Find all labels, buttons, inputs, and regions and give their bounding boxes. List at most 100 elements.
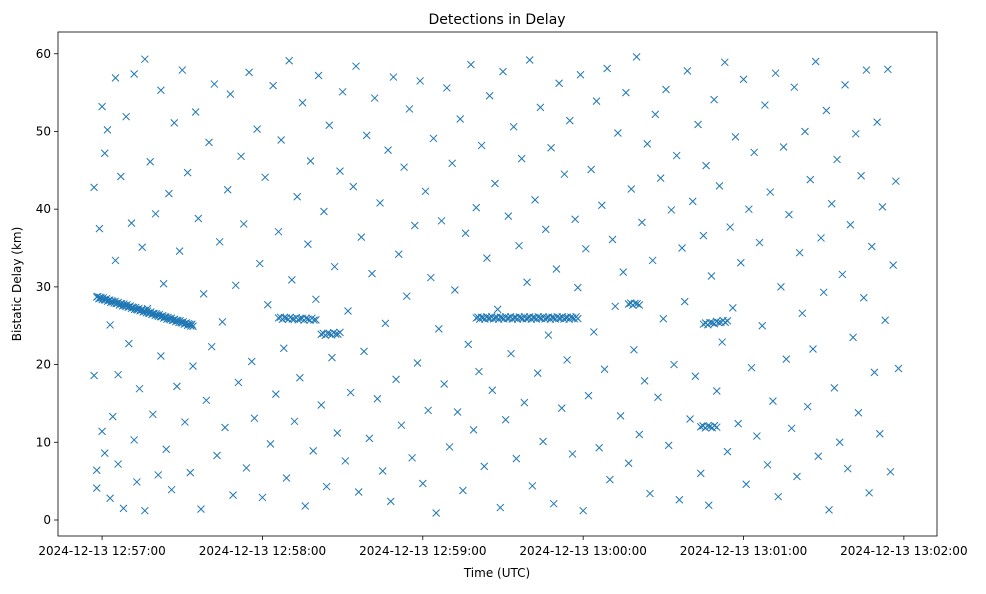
data-point	[215, 237, 224, 246]
data-point	[354, 488, 363, 496]
data-point	[149, 410, 157, 419]
data-point	[255, 259, 264, 268]
data-point	[429, 134, 438, 143]
data-point	[798, 309, 807, 318]
data-point	[362, 131, 371, 140]
data-point	[843, 464, 852, 473]
data-point	[416, 77, 424, 85]
data-point	[630, 345, 638, 354]
data-point	[742, 480, 751, 489]
data-point	[122, 112, 131, 121]
data-point	[475, 367, 483, 376]
data-point	[245, 68, 253, 77]
data-point	[92, 466, 101, 475]
data-point	[707, 272, 716, 280]
data-point	[769, 397, 777, 405]
data-point	[394, 250, 403, 259]
data-point	[226, 90, 235, 99]
data-point	[210, 80, 219, 88]
data-point	[555, 79, 563, 88]
data-point	[686, 415, 694, 423]
data-point	[891, 177, 900, 186]
track-point	[310, 316, 318, 324]
y-tick-label: 40	[36, 202, 51, 216]
data-point	[598, 201, 606, 210]
data-point	[413, 359, 422, 367]
data-point	[886, 467, 895, 476]
track-point	[710, 421, 719, 430]
data-point	[266, 439, 275, 448]
data-point	[279, 344, 288, 353]
track-point	[721, 318, 730, 327]
data-point	[640, 377, 649, 385]
data-point	[573, 283, 582, 292]
x-tick-label: 2024-12-13 13:02:00	[840, 544, 967, 558]
data-point	[443, 84, 451, 92]
data-point	[619, 268, 628, 276]
data-point	[670, 360, 678, 369]
data-point	[116, 172, 125, 181]
data-point	[130, 70, 139, 78]
data-point	[827, 199, 836, 208]
y-tick-label: 50	[36, 124, 51, 138]
x-axis: 2024-12-13 12:57:00 2024-12-13 12:58:00 20…	[38, 536, 968, 558]
data-point	[525, 56, 534, 64]
data-point	[712, 387, 721, 395]
data-point	[189, 362, 197, 370]
data-point	[857, 171, 865, 180]
data-point	[865, 488, 873, 497]
data-point	[296, 373, 304, 382]
data-point	[859, 293, 868, 302]
data-point	[322, 482, 331, 491]
data-point	[643, 140, 652, 148]
data-point	[539, 437, 547, 446]
data-point	[509, 122, 518, 131]
data-point	[336, 167, 344, 175]
track-point	[633, 299, 641, 308]
track-point	[280, 313, 289, 322]
data-point	[878, 202, 887, 211]
data-points	[90, 53, 903, 517]
data-point	[389, 73, 398, 81]
data-point	[883, 65, 892, 74]
data-point	[862, 66, 871, 74]
data-point	[434, 324, 443, 333]
track-point	[188, 320, 196, 329]
data-point	[793, 472, 801, 481]
track-point	[712, 317, 721, 326]
data-point	[680, 297, 689, 306]
data-point	[197, 505, 205, 513]
data-point	[141, 506, 149, 515]
data-point	[867, 242, 876, 251]
data-point	[426, 273, 435, 282]
data-point	[595, 443, 604, 452]
data-point	[614, 129, 622, 137]
data-point	[376, 199, 384, 207]
data-point	[287, 276, 296, 284]
data-point	[108, 412, 117, 421]
data-point	[811, 57, 820, 66]
data-point	[418, 479, 427, 488]
data-point	[790, 83, 799, 92]
data-point	[568, 450, 577, 458]
data-point	[592, 97, 601, 106]
data-point	[672, 151, 681, 160]
data-point	[282, 474, 291, 482]
data-point	[290, 417, 299, 426]
data-point	[565, 116, 574, 125]
track-point	[336, 328, 344, 337]
data-point	[656, 174, 665, 182]
data-point	[814, 452, 823, 461]
y-tick-label: 10	[36, 435, 51, 449]
data-point	[488, 386, 497, 395]
data-point	[258, 493, 267, 502]
data-point	[504, 212, 513, 221]
data-point	[250, 414, 259, 423]
data-point	[777, 283, 785, 291]
data-point	[667, 206, 676, 214]
data-point	[106, 494, 114, 503]
data-point	[298, 98, 307, 107]
data-point	[167, 485, 176, 494]
